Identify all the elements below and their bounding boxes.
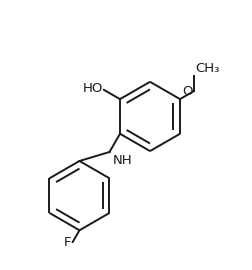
Text: F: F xyxy=(64,235,71,249)
Text: CH₃: CH₃ xyxy=(194,62,219,75)
Text: NH: NH xyxy=(112,154,132,167)
Text: O: O xyxy=(181,85,192,97)
Text: HO: HO xyxy=(82,82,102,95)
